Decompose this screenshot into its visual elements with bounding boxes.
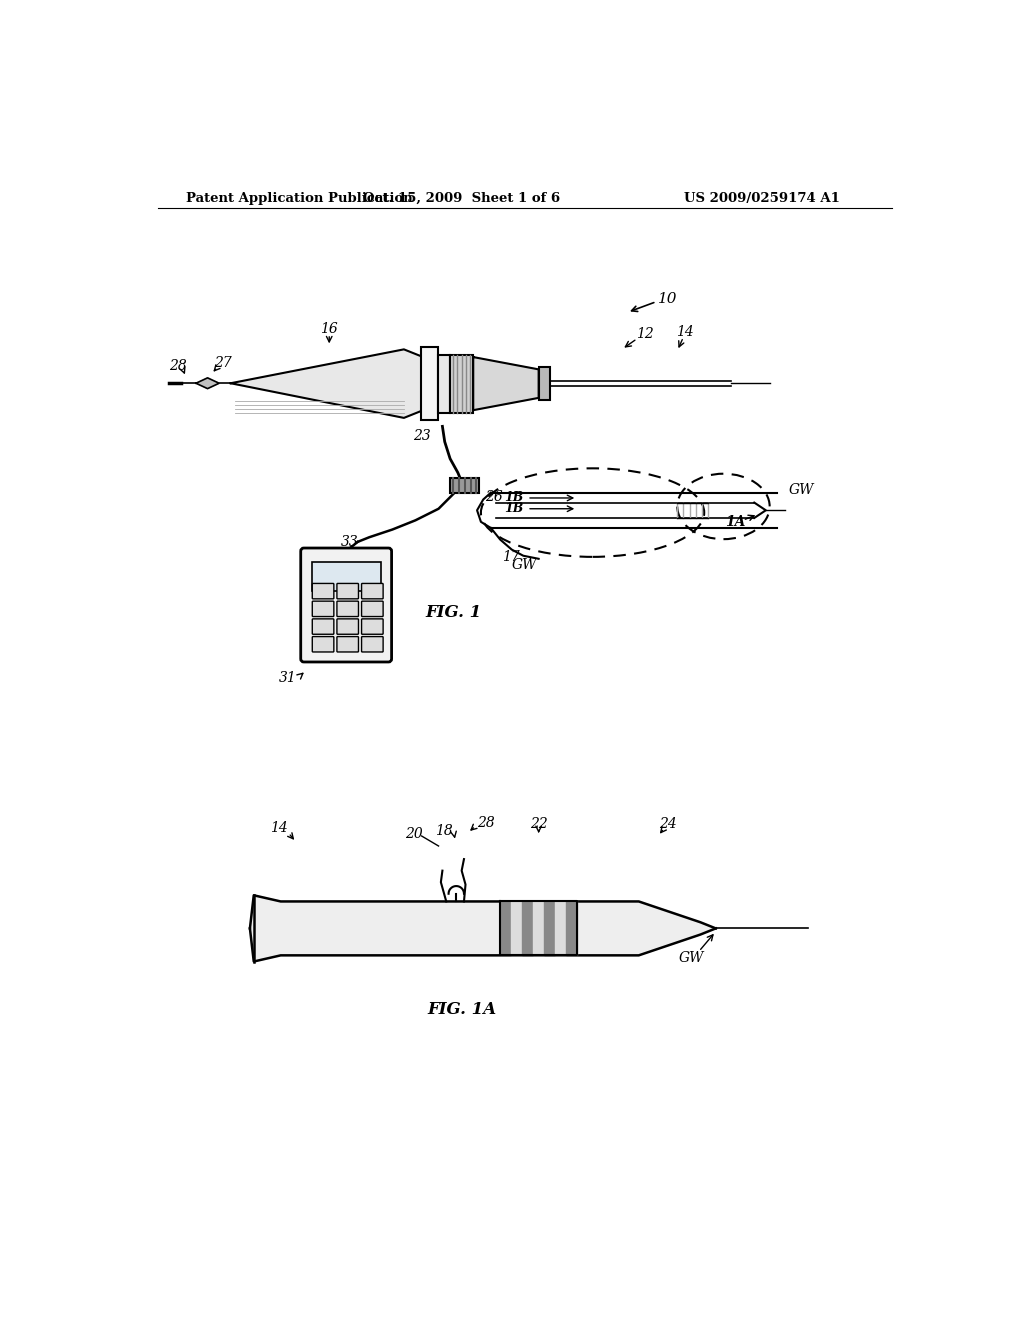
Text: GW: GW	[512, 558, 538, 572]
FancyBboxPatch shape	[361, 583, 383, 599]
Polygon shape	[473, 358, 539, 411]
Text: 28: 28	[477, 816, 495, 830]
Text: Oct. 15, 2009  Sheet 1 of 6: Oct. 15, 2009 Sheet 1 of 6	[364, 191, 560, 205]
FancyBboxPatch shape	[337, 636, 358, 652]
Text: 14: 14	[270, 821, 288, 836]
Polygon shape	[534, 902, 544, 956]
Polygon shape	[196, 378, 219, 388]
Text: 1B: 1B	[504, 502, 523, 515]
Text: 18: 18	[434, 824, 453, 838]
Text: FIG. 1: FIG. 1	[426, 605, 482, 622]
Polygon shape	[566, 902, 578, 956]
Text: 27: 27	[214, 356, 231, 370]
Text: 28: 28	[169, 359, 187, 374]
Polygon shape	[511, 902, 522, 956]
Text: 33: 33	[341, 535, 358, 549]
Text: 10: 10	[658, 292, 678, 305]
Text: 31: 31	[279, 671, 296, 685]
FancyBboxPatch shape	[361, 636, 383, 652]
Polygon shape	[544, 902, 555, 956]
FancyBboxPatch shape	[312, 619, 334, 635]
Text: US 2009/0259174 A1: US 2009/0259174 A1	[684, 191, 840, 205]
FancyBboxPatch shape	[312, 601, 334, 616]
FancyBboxPatch shape	[312, 636, 334, 652]
FancyBboxPatch shape	[438, 355, 451, 412]
FancyBboxPatch shape	[539, 367, 550, 400]
Text: 1B: 1B	[504, 491, 523, 504]
Text: 23: 23	[413, 429, 431, 442]
FancyBboxPatch shape	[451, 478, 479, 494]
Polygon shape	[522, 902, 534, 956]
Text: 17: 17	[502, 550, 520, 564]
Text: GW: GW	[679, 950, 703, 965]
Text: 16: 16	[321, 322, 338, 337]
Text: 24: 24	[659, 817, 677, 832]
Text: FIG. 1A: FIG. 1A	[427, 1001, 497, 1018]
FancyBboxPatch shape	[451, 355, 473, 412]
Text: 22: 22	[529, 817, 548, 832]
Text: 14: 14	[676, 326, 694, 339]
Text: 26: 26	[484, 490, 503, 504]
Text: 20: 20	[406, 826, 423, 841]
Polygon shape	[555, 902, 566, 956]
FancyBboxPatch shape	[421, 347, 438, 420]
FancyBboxPatch shape	[337, 619, 358, 635]
Polygon shape	[230, 350, 423, 418]
FancyBboxPatch shape	[337, 583, 358, 599]
FancyBboxPatch shape	[311, 562, 381, 591]
FancyBboxPatch shape	[301, 548, 391, 663]
Text: Patent Application Publication: Patent Application Publication	[186, 191, 413, 205]
Polygon shape	[500, 902, 511, 956]
Text: GW: GW	[788, 483, 814, 496]
Text: 1A: 1A	[725, 515, 745, 529]
FancyBboxPatch shape	[361, 601, 383, 616]
FancyBboxPatch shape	[337, 601, 358, 616]
FancyBboxPatch shape	[361, 619, 383, 635]
Polygon shape	[250, 895, 716, 961]
FancyBboxPatch shape	[312, 583, 334, 599]
Text: 12: 12	[636, 327, 653, 341]
